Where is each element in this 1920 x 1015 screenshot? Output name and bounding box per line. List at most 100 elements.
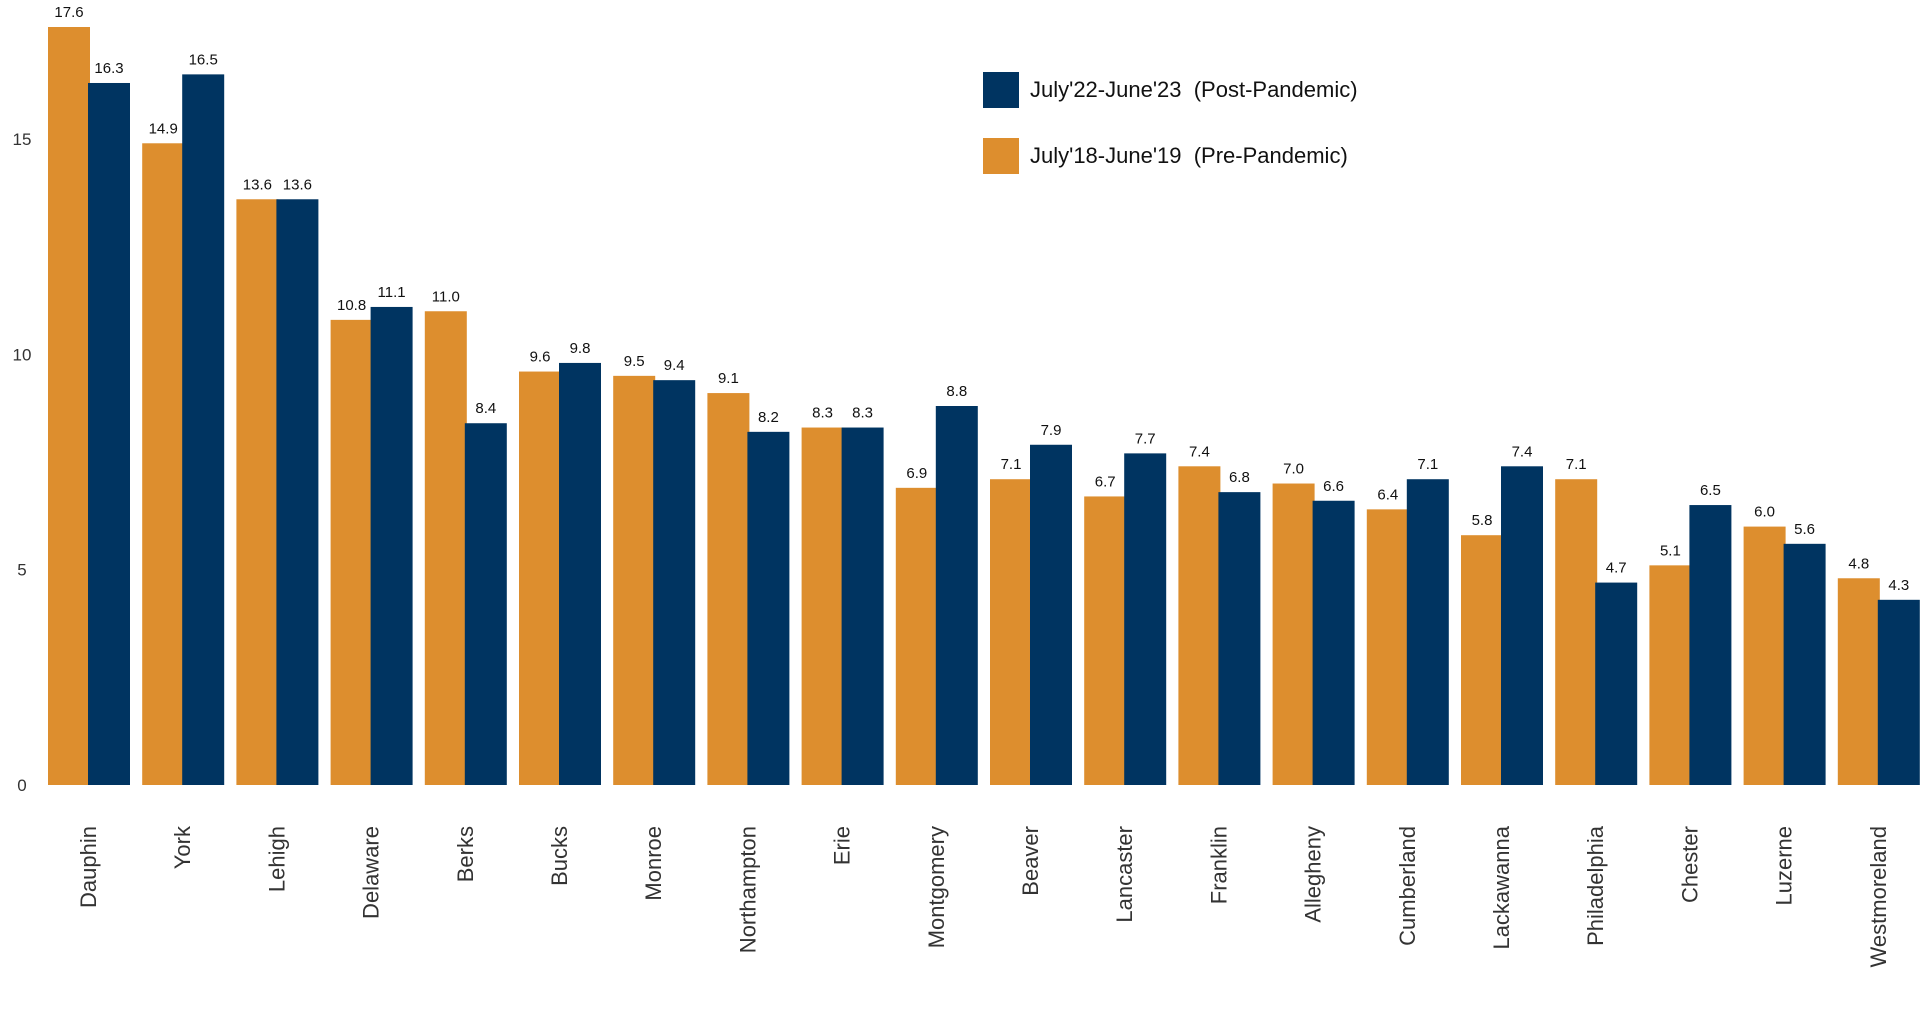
data-label: 6.8 [1229, 469, 1250, 486]
data-label: 7.1 [1417, 456, 1438, 473]
data-label: 8.3 [852, 405, 873, 422]
category-label: Allegheny [1301, 826, 1326, 923]
bar-pre-pandemic-franklin [1178, 466, 1221, 785]
bar-pre-pandemic-beaver [990, 479, 1032, 785]
bar-pre-pandemic-cumberland [1366, 509, 1409, 785]
bar-post-pandemic-dauphin [88, 82, 130, 785]
bar-post-pandemic-bucks [559, 362, 601, 785]
data-label: 5.1 [1660, 542, 1681, 559]
data-label: 6.4 [1377, 486, 1398, 503]
data-label: 9.4 [664, 357, 685, 374]
data-label: 7.4 [1189, 443, 1210, 460]
data-label: 6.5 [1700, 482, 1721, 499]
data-label: 9.6 [530, 349, 551, 366]
data-label: 9.8 [570, 340, 591, 357]
data-label: 8.8 [946, 383, 967, 400]
y-tick-label: 0 [17, 776, 26, 795]
data-label: 8.2 [758, 409, 779, 426]
category-label: Cumberland [1395, 826, 1420, 946]
bar-post-pandemic-erie [841, 427, 884, 785]
data-label: 7.1 [1001, 456, 1022, 473]
bars [48, 27, 1920, 786]
bar-post-pandemic-montgomery [935, 406, 978, 785]
data-label: 7.0 [1283, 461, 1304, 478]
legend-label: July'22-June'23 (Post-Pandemic) [1030, 77, 1358, 102]
bar-pre-pandemic-bucks [519, 371, 561, 785]
bar-pre-pandemic-chester [1649, 565, 1692, 785]
bar-post-pandemic-monroe [653, 380, 696, 785]
bar-post-pandemic-northampton [747, 431, 790, 785]
data-label: 11.1 [378, 284, 406, 301]
bar-pre-pandemic-berks [424, 311, 467, 785]
y-tick-label: 15 [13, 130, 32, 149]
data-label: 14.9 [149, 120, 178, 137]
category-label: Monroe [641, 826, 666, 901]
bar-post-pandemic-chester [1689, 505, 1732, 785]
bar-post-pandemic-beaver [1030, 444, 1072, 785]
category-label: Luzerne [1772, 826, 1797, 906]
data-label: 11.0 [432, 288, 460, 305]
category-label: York [170, 825, 195, 869]
bar-post-pandemic-philadelphia [1595, 582, 1638, 785]
data-label: 7.7 [1135, 430, 1156, 447]
bar-post-pandemic-cumberland [1406, 479, 1449, 785]
bar-pre-pandemic-lackawanna [1461, 535, 1503, 785]
bar-post-pandemic-allegheny [1312, 500, 1355, 785]
category-label: Philadelphia [1583, 825, 1608, 946]
data-label: 5.6 [1794, 521, 1815, 538]
bar-post-pandemic-delaware [370, 306, 413, 785]
category-label: Northampton [735, 826, 760, 953]
bar-post-pandemic-berks [464, 423, 507, 785]
bar-post-pandemic-lancaster [1124, 453, 1167, 785]
bar-pre-pandemic-lehigh [236, 199, 279, 786]
category-label: Montgomery [924, 826, 949, 948]
data-label: 9.5 [624, 353, 645, 370]
legend-swatch [983, 138, 1019, 174]
data-labels: 17.6 16.3 14.9 16.5 13.6 13.6 10.8 11.1 11.0 8.4 9… [54, 4, 1909, 594]
category-label: Erie [830, 826, 855, 865]
bar-pre-pandemic-erie [801, 427, 844, 785]
bar-pre-pandemic-philadelphia [1555, 479, 1598, 785]
data-label: 8.3 [812, 405, 833, 422]
bar-pre-pandemic-delaware [330, 319, 373, 785]
category-label: Bucks [547, 826, 572, 886]
data-label: 8.4 [475, 400, 496, 417]
category-label: Berks [453, 826, 478, 882]
category-label: Chester [1677, 826, 1702, 903]
bar-post-pandemic-westmoreland [1877, 599, 1920, 785]
data-label: 7.9 [1041, 422, 1062, 439]
bar-post-pandemic-franklin [1218, 492, 1261, 785]
category-label: Westmoreland [1866, 826, 1891, 967]
bar-pre-pandemic-northampton [707, 393, 750, 785]
y-tick-label: 10 [13, 345, 32, 364]
bar-post-pandemic-york [182, 74, 225, 785]
legend: July'22-June'23 (Post-Pandemic) July'18-J… [983, 72, 1358, 174]
bar-pre-pandemic-luzerne [1743, 526, 1786, 785]
bar-pre-pandemic-allegheny [1272, 483, 1315, 785]
data-label: 7.4 [1512, 443, 1533, 460]
data-label: 13.6 [243, 176, 272, 193]
data-label: 17.6 [54, 4, 83, 21]
bar-post-pandemic-lackawanna [1501, 466, 1543, 785]
data-label: 6.9 [906, 465, 927, 482]
data-label: 7.1 [1566, 456, 1587, 473]
data-label: 16.3 [94, 60, 123, 77]
data-label: 6.7 [1095, 473, 1116, 490]
bar-pre-pandemic-lancaster [1084, 496, 1127, 785]
y-tick-label: 5 [17, 561, 26, 580]
category-label: Franklin [1206, 826, 1231, 904]
bar-pre-pandemic-york [142, 143, 185, 786]
category-label: Delaware [359, 826, 384, 919]
category-label: Lancaster [1112, 826, 1137, 923]
bar-pre-pandemic-montgomery [895, 487, 938, 785]
bar-post-pandemic-luzerne [1783, 543, 1826, 785]
x-axis: Dauphin York Lehigh Delaware Berks Bucks Monro… [76, 825, 1891, 967]
category-label: Lackawanna [1489, 825, 1514, 949]
legend-label: July'18-June'19 (Pre-Pandemic) [1030, 143, 1348, 168]
data-label: 4.8 [1848, 555, 1869, 572]
data-label: 6.0 [1754, 504, 1775, 521]
bar-pre-pandemic-dauphin [48, 27, 90, 785]
bar-pre-pandemic-westmoreland [1837, 578, 1880, 785]
